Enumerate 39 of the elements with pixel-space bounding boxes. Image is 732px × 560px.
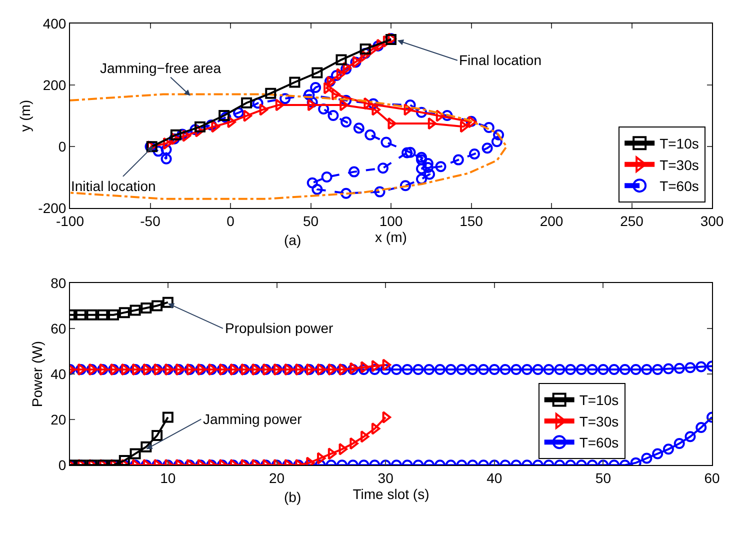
annotation: Jamming power (203, 411, 302, 427)
y-tick-label: 0 (58, 138, 66, 154)
x-tick-label: 60 (704, 470, 720, 486)
x-tick-label: 250 (620, 212, 644, 229)
legend-label: T=10s (660, 136, 699, 152)
x-tick-label: 50 (595, 470, 612, 486)
x-tick-label: 10 (160, 470, 176, 486)
annotation: Jamming−free area (100, 60, 222, 76)
legend-label: T=60s (579, 434, 619, 451)
annotation: Final location (459, 52, 542, 68)
legend-label: T=10s (579, 392, 619, 408)
legend-label: T=60s (660, 178, 699, 194)
x-tick-label: 150 (460, 212, 484, 229)
text: (b) (284, 489, 302, 505)
x-tick-label: 100 (379, 212, 403, 229)
y-tick-label: 60 (50, 320, 66, 336)
x-tick-label: 200 (540, 212, 564, 229)
y-tick-label: 0 (58, 457, 66, 474)
y-axis-title: y (m) (16, 100, 33, 132)
x-tick-label: 20 (268, 470, 285, 486)
x-tick-label: 300 (700, 212, 724, 229)
x-tick-label: 50 (302, 212, 319, 229)
y-tick-label: 20 (50, 411, 66, 428)
y-tick-label: 400 (42, 15, 66, 32)
annotation: Propulsion power (225, 320, 334, 336)
y-tick-label: 80 (50, 274, 66, 291)
y-tick-label: 40 (50, 366, 66, 382)
x-tick-label: 30 (378, 470, 394, 486)
legend-label: T=30s (660, 156, 699, 173)
text: (a) (284, 232, 302, 248)
x-tick-label: 40 (486, 470, 502, 486)
x-tick-label: 0 (226, 212, 235, 229)
legend-label: T=30s (579, 413, 619, 430)
x-axis-title: x (m) (375, 228, 407, 245)
x-tick-label: -50 (140, 212, 161, 229)
x-axis-title: Time slot (s) (352, 486, 430, 502)
y-tick-label: 200 (42, 76, 66, 93)
annotation: Initial location (71, 178, 156, 194)
y-axis-title: Power (W) (29, 340, 46, 408)
